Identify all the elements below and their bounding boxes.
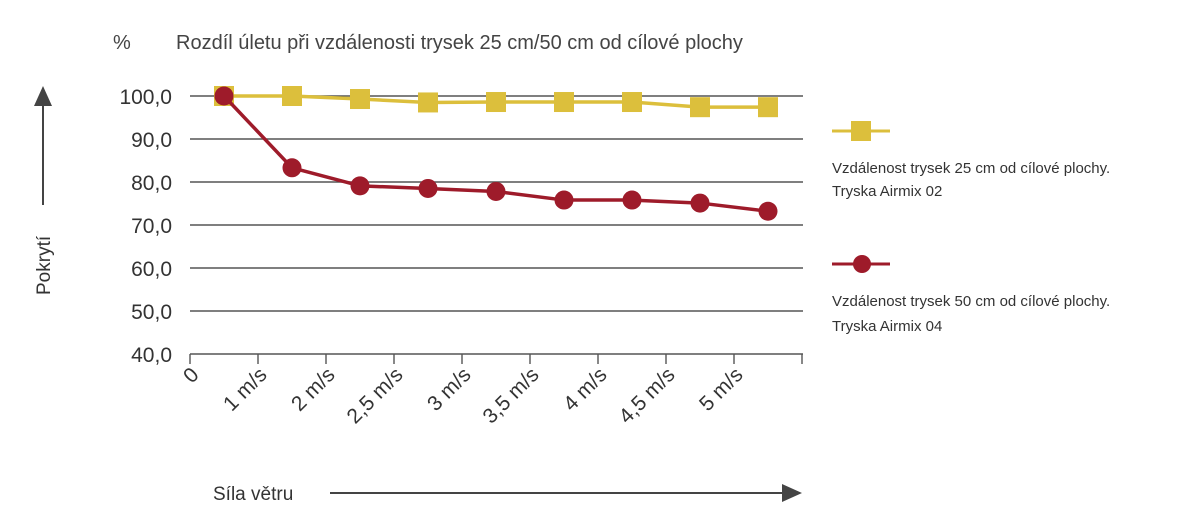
legend-label-1-line1: Vzdálenost trysek 25 cm od cílové plochy…: [832, 160, 1110, 177]
x-tick-label: 1 m/s: [219, 363, 272, 416]
series-2: [214, 86, 778, 221]
series-1: [214, 86, 778, 118]
data-point: [282, 86, 302, 106]
y-tick-label: 90,0: [131, 129, 172, 152]
x-tick-label: 4,5 m/s: [615, 363, 680, 428]
y-tick-label: 80,0: [131, 172, 172, 195]
data-point: [418, 92, 438, 113]
legend-swatch-marker-1: [851, 121, 871, 141]
x-tick-label: 4 m/s: [559, 363, 612, 416]
x-tick-label: 2,5 m/s: [343, 363, 408, 428]
data-point: [758, 201, 778, 221]
y-tick-label: 50,0: [131, 301, 172, 324]
legend-item-series-1: Vzdálenost trysek 25 cm od cílové plochy…: [832, 121, 1110, 200]
x-tick-label: 3,5 m/s: [479, 363, 544, 428]
legend-label-2-line1: Vzdálenost trysek 50 cm od cílové plochy…: [832, 293, 1110, 310]
y-axis-tick-labels: 40,0 50,0 60,0 70,0 80,0 90,0 100,0: [119, 86, 172, 367]
data-point: [622, 190, 642, 210]
chart-title: Rozdíl úletu při vzdálenosti trysek 25 c…: [176, 32, 743, 54]
y-tick-label: 70,0: [131, 215, 172, 238]
x-tick-label: 3 m/s: [423, 363, 476, 416]
series-lines: [214, 86, 778, 221]
data-point: [350, 89, 370, 110]
data-point: [554, 190, 574, 210]
y-tick-label: 40,0: [131, 344, 172, 367]
data-point: [486, 181, 506, 201]
data-point: [282, 158, 302, 178]
x-axis-title-group: Síla větru: [213, 484, 802, 505]
legend-label-2-line2: Tryska Airmix 04: [832, 318, 942, 335]
data-point: [690, 193, 710, 213]
data-point: [214, 86, 234, 106]
x-axis-tick-labels: 0 1 m/s 2 m/s 2,5 m/s 3 m/s 3,5 m/s 4 m/s 4,5 m…: [179, 363, 748, 428]
legend: Vzdálenost trysek 25 cm od cílové plochy…: [832, 121, 1110, 335]
y-axis-title: Pokrytí: [34, 235, 55, 295]
data-point: [758, 97, 778, 118]
x-axis-title: Síla větru: [213, 484, 293, 505]
y-unit-label: %: [113, 32, 131, 54]
data-point: [690, 97, 710, 118]
y-axis-arrow-head: [34, 86, 52, 106]
x-tick-label: 5 m/s: [695, 363, 748, 416]
y-tick-label: 100,0: [119, 86, 172, 109]
data-point: [554, 92, 574, 113]
x-axis: [189, 353, 803, 364]
y-tick-label: 60,0: [131, 258, 172, 281]
data-point: [486, 92, 506, 113]
x-axis-arrow-head: [782, 484, 802, 502]
legend-swatch-marker-2: [853, 255, 871, 273]
x-tick-label: 0: [179, 363, 204, 388]
legend-label-1-line2: Tryska Airmix 02: [832, 183, 942, 200]
legend-item-series-2: Vzdálenost trysek 50 cm od cílové plochy…: [832, 255, 1110, 335]
y-axis-title-group: Pokrytí: [34, 86, 55, 295]
data-point: [418, 178, 438, 198]
data-point: [350, 176, 370, 196]
data-point: [622, 92, 642, 113]
x-tick-label: 2 m/s: [287, 363, 340, 416]
